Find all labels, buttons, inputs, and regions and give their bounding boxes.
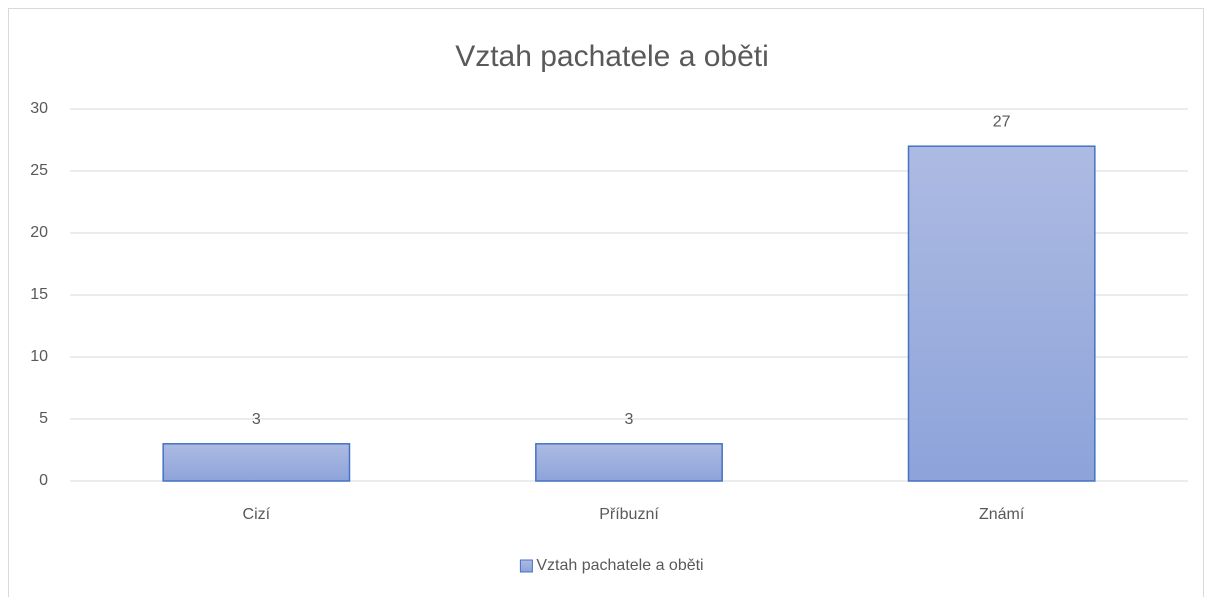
chart-title: Vztah pachatele a oběti: [455, 40, 769, 73]
bar: [907, 145, 1096, 482]
y-tick-label: 15: [30, 286, 48, 303]
data-label: 3: [625, 411, 634, 428]
bar: [535, 443, 723, 482]
x-tick-label: Příbuzní: [599, 506, 659, 523]
data-label: 27: [993, 113, 1011, 130]
y-tick-label: 5: [39, 410, 48, 427]
y-tick-label: 20: [30, 224, 48, 241]
data-label: 3: [252, 411, 261, 428]
legend-swatch: [519, 559, 533, 573]
x-tick-label: Známí: [979, 506, 1025, 523]
x-tick-label: Cizí: [243, 506, 271, 523]
bar: [162, 443, 351, 482]
y-tick-label: 30: [30, 100, 48, 117]
y-tick-label: 25: [30, 162, 48, 179]
legend-label: Vztah pachatele a oběti: [536, 557, 703, 574]
y-tick-label: 10: [30, 348, 48, 365]
y-tick-label: 0: [39, 472, 48, 489]
